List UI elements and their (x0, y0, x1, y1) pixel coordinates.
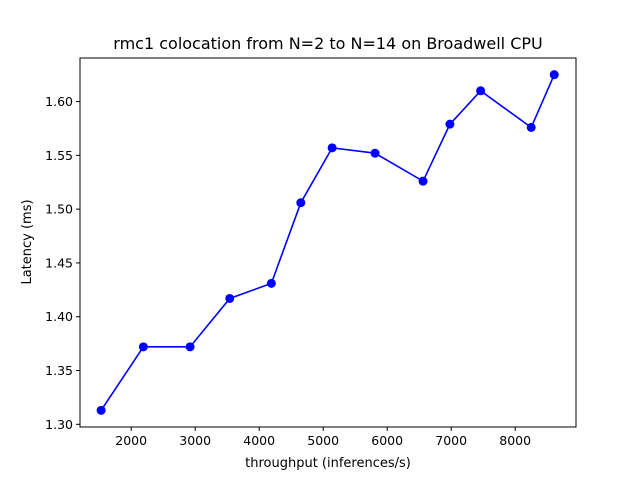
x-tick-label: 3000 (179, 433, 211, 448)
data-point (418, 176, 428, 186)
y-tick-label: 1.55 (45, 148, 73, 163)
data-point (476, 86, 486, 96)
x-tick-label: 6000 (371, 433, 403, 448)
y-tick-label: 1.60 (45, 94, 73, 109)
data-point (549, 70, 559, 80)
axis-ticks: 2000 3000 4000 5000 6000 7000 8000 1.30 1.35 1.40… (45, 94, 531, 448)
x-tick-label: 2000 (115, 433, 147, 448)
series-line (100, 74, 555, 411)
y-tick-label: 1.35 (45, 363, 73, 378)
plot-area (96, 70, 559, 415)
y-tick-label: 1.40 (45, 309, 73, 324)
data-point (225, 293, 235, 303)
y-axis-label: Latency (ms) (20, 199, 35, 284)
chart-title: rmc1 colocation from N=2 to N=14 on Broa… (113, 34, 542, 53)
x-tick-label: 7000 (435, 433, 467, 448)
x-tick-label: 8000 (499, 433, 531, 448)
data-point (185, 342, 195, 352)
x-tick-label: 5000 (307, 433, 339, 448)
data-point (296, 198, 306, 208)
data-point (526, 122, 536, 132)
y-tick-label: 1.45 (45, 255, 73, 270)
x-tick-label: 4000 (243, 433, 275, 448)
data-point (445, 119, 455, 129)
data-point (138, 342, 148, 352)
y-tick-label: 1.50 (45, 202, 73, 217)
x-axis-label: throughput (inferences/s) (245, 456, 411, 471)
y-tick-label: 1.30 (45, 417, 73, 432)
data-point (96, 405, 106, 415)
data-point (327, 143, 337, 153)
data-point (266, 278, 276, 288)
data-point (370, 148, 380, 158)
axes-frame (79, 57, 577, 428)
